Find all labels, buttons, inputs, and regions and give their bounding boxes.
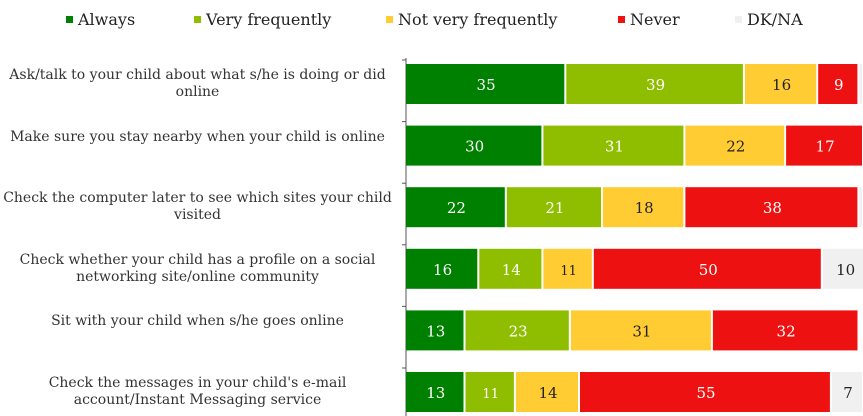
legend-swatch xyxy=(194,15,201,23)
legend-item: DK/NA xyxy=(735,8,803,30)
legend-item: Very frequently xyxy=(194,8,331,30)
data-label: 39 xyxy=(646,76,665,94)
bar-segment xyxy=(406,248,478,289)
bar-segment xyxy=(602,187,684,228)
category-label: Check whether your child has a profile o… xyxy=(19,251,376,285)
data-label: 50 xyxy=(699,261,718,279)
bar-segment xyxy=(543,248,592,289)
bar-segment xyxy=(859,64,862,104)
bar-segment xyxy=(818,64,858,104)
bar-segment xyxy=(712,310,858,351)
legend-item: Not very frequently xyxy=(386,8,557,30)
data-label: 32 xyxy=(777,322,796,340)
data-label: 23 xyxy=(509,322,528,340)
bar-segment xyxy=(822,248,863,289)
category-label: Ask/talk to your child about what s/he i… xyxy=(9,67,386,100)
data-label: 13 xyxy=(426,384,445,402)
data-label: 38 xyxy=(763,199,782,217)
bar-segment xyxy=(506,187,601,228)
category-label: Check the computer later to see which si… xyxy=(3,190,392,224)
legend-label: Not very frequently xyxy=(398,9,558,29)
data-label: 35 xyxy=(477,76,496,94)
data-label: 31 xyxy=(605,138,624,156)
bar-segment xyxy=(786,125,862,166)
data-label: 22 xyxy=(447,199,466,217)
data-label: 22 xyxy=(726,138,745,156)
category-label: Make sure you stay nearby when your chil… xyxy=(10,128,385,145)
data-label: 30 xyxy=(465,138,484,156)
bar-segment xyxy=(406,310,464,351)
data-label: 9 xyxy=(834,76,844,94)
data-label: 16 xyxy=(772,76,791,94)
data-label: 17 xyxy=(816,138,835,156)
bar-segment xyxy=(580,372,830,412)
legend-swatch xyxy=(618,15,625,23)
legend-label: Very frequently xyxy=(206,9,332,29)
data-label: 11 xyxy=(560,264,577,279)
data-label: 55 xyxy=(696,384,715,402)
data-label: 13 xyxy=(426,322,445,340)
legend-item: Never xyxy=(618,8,680,30)
bar-segment xyxy=(406,372,464,412)
bar-segment xyxy=(465,310,569,351)
bar-segment xyxy=(479,248,542,289)
bar-segment xyxy=(406,187,505,228)
bar-segment xyxy=(406,125,542,166)
legend-label: Always xyxy=(78,9,136,29)
bar-segment xyxy=(406,64,565,104)
bar-segment xyxy=(570,310,711,351)
data-label: 11 xyxy=(482,387,499,402)
data-label: 18 xyxy=(635,199,654,217)
category-label: Check the messages in your child's e-mai… xyxy=(48,375,347,408)
legend-swatch xyxy=(386,15,393,23)
bar-segment xyxy=(685,187,858,228)
bar-segment xyxy=(515,372,578,412)
bar-segment xyxy=(744,64,817,104)
data-label: 16 xyxy=(433,261,452,279)
bar-segment xyxy=(859,187,862,228)
bar-segment xyxy=(685,125,785,166)
chart-legend: Always Very frequently Not very frequently… xyxy=(0,8,863,30)
data-label: 10 xyxy=(836,261,855,279)
bar-segment xyxy=(566,64,743,104)
category-label: Sit with your child when s/he goes onlin… xyxy=(51,313,344,330)
data-label: 31 xyxy=(632,322,651,340)
bar-segment xyxy=(465,372,514,412)
data-label: 7 xyxy=(843,384,853,402)
bar-segment xyxy=(543,125,684,166)
data-label: 21 xyxy=(545,199,564,217)
legend-label: Never xyxy=(630,9,680,29)
legend-swatch xyxy=(735,15,742,23)
data-label: 14 xyxy=(502,261,521,279)
bar-segment xyxy=(593,248,821,289)
legend-label: DK/NA xyxy=(747,9,803,29)
legend-swatch xyxy=(66,15,73,23)
bar-segment xyxy=(831,372,862,412)
legend-item: Always xyxy=(66,8,135,30)
data-label: 14 xyxy=(538,384,557,402)
